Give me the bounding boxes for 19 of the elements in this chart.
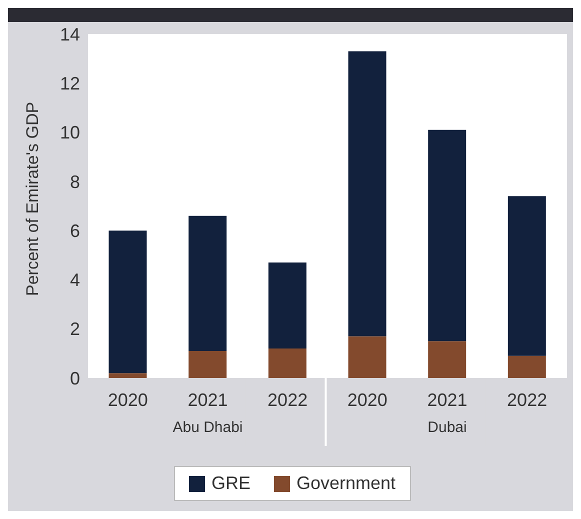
x-tick-label: 2021 <box>188 390 228 410</box>
legend-label: Government <box>295 473 396 494</box>
y-tick-label: 10 <box>60 122 80 143</box>
text: Dubai <box>428 419 467 436</box>
y-tick-label: 8 <box>70 172 80 192</box>
y-tick-label: 14 <box>60 24 80 44</box>
legend-label: GRE <box>210 473 250 494</box>
y-tick-label: 2 <box>70 319 80 340</box>
y-tick-label: 4 <box>70 270 80 290</box>
x-tick-label: 2020 <box>347 390 388 410</box>
text: Abu Dhabi <box>172 419 243 436</box>
x-tick-label: 2020 <box>108 390 148 410</box>
x-tick-label: 2022 <box>507 390 548 410</box>
y-tick-label: 12 <box>60 74 80 94</box>
y-tick-label: 0 <box>70 368 80 388</box>
x-tick-label: 2021 <box>427 390 468 410</box>
y-tick-label: 6 <box>70 220 80 241</box>
y-axis-title: Percent of Emirate's GDP <box>23 102 42 296</box>
x-tick-label: 2022 <box>268 390 308 410</box>
